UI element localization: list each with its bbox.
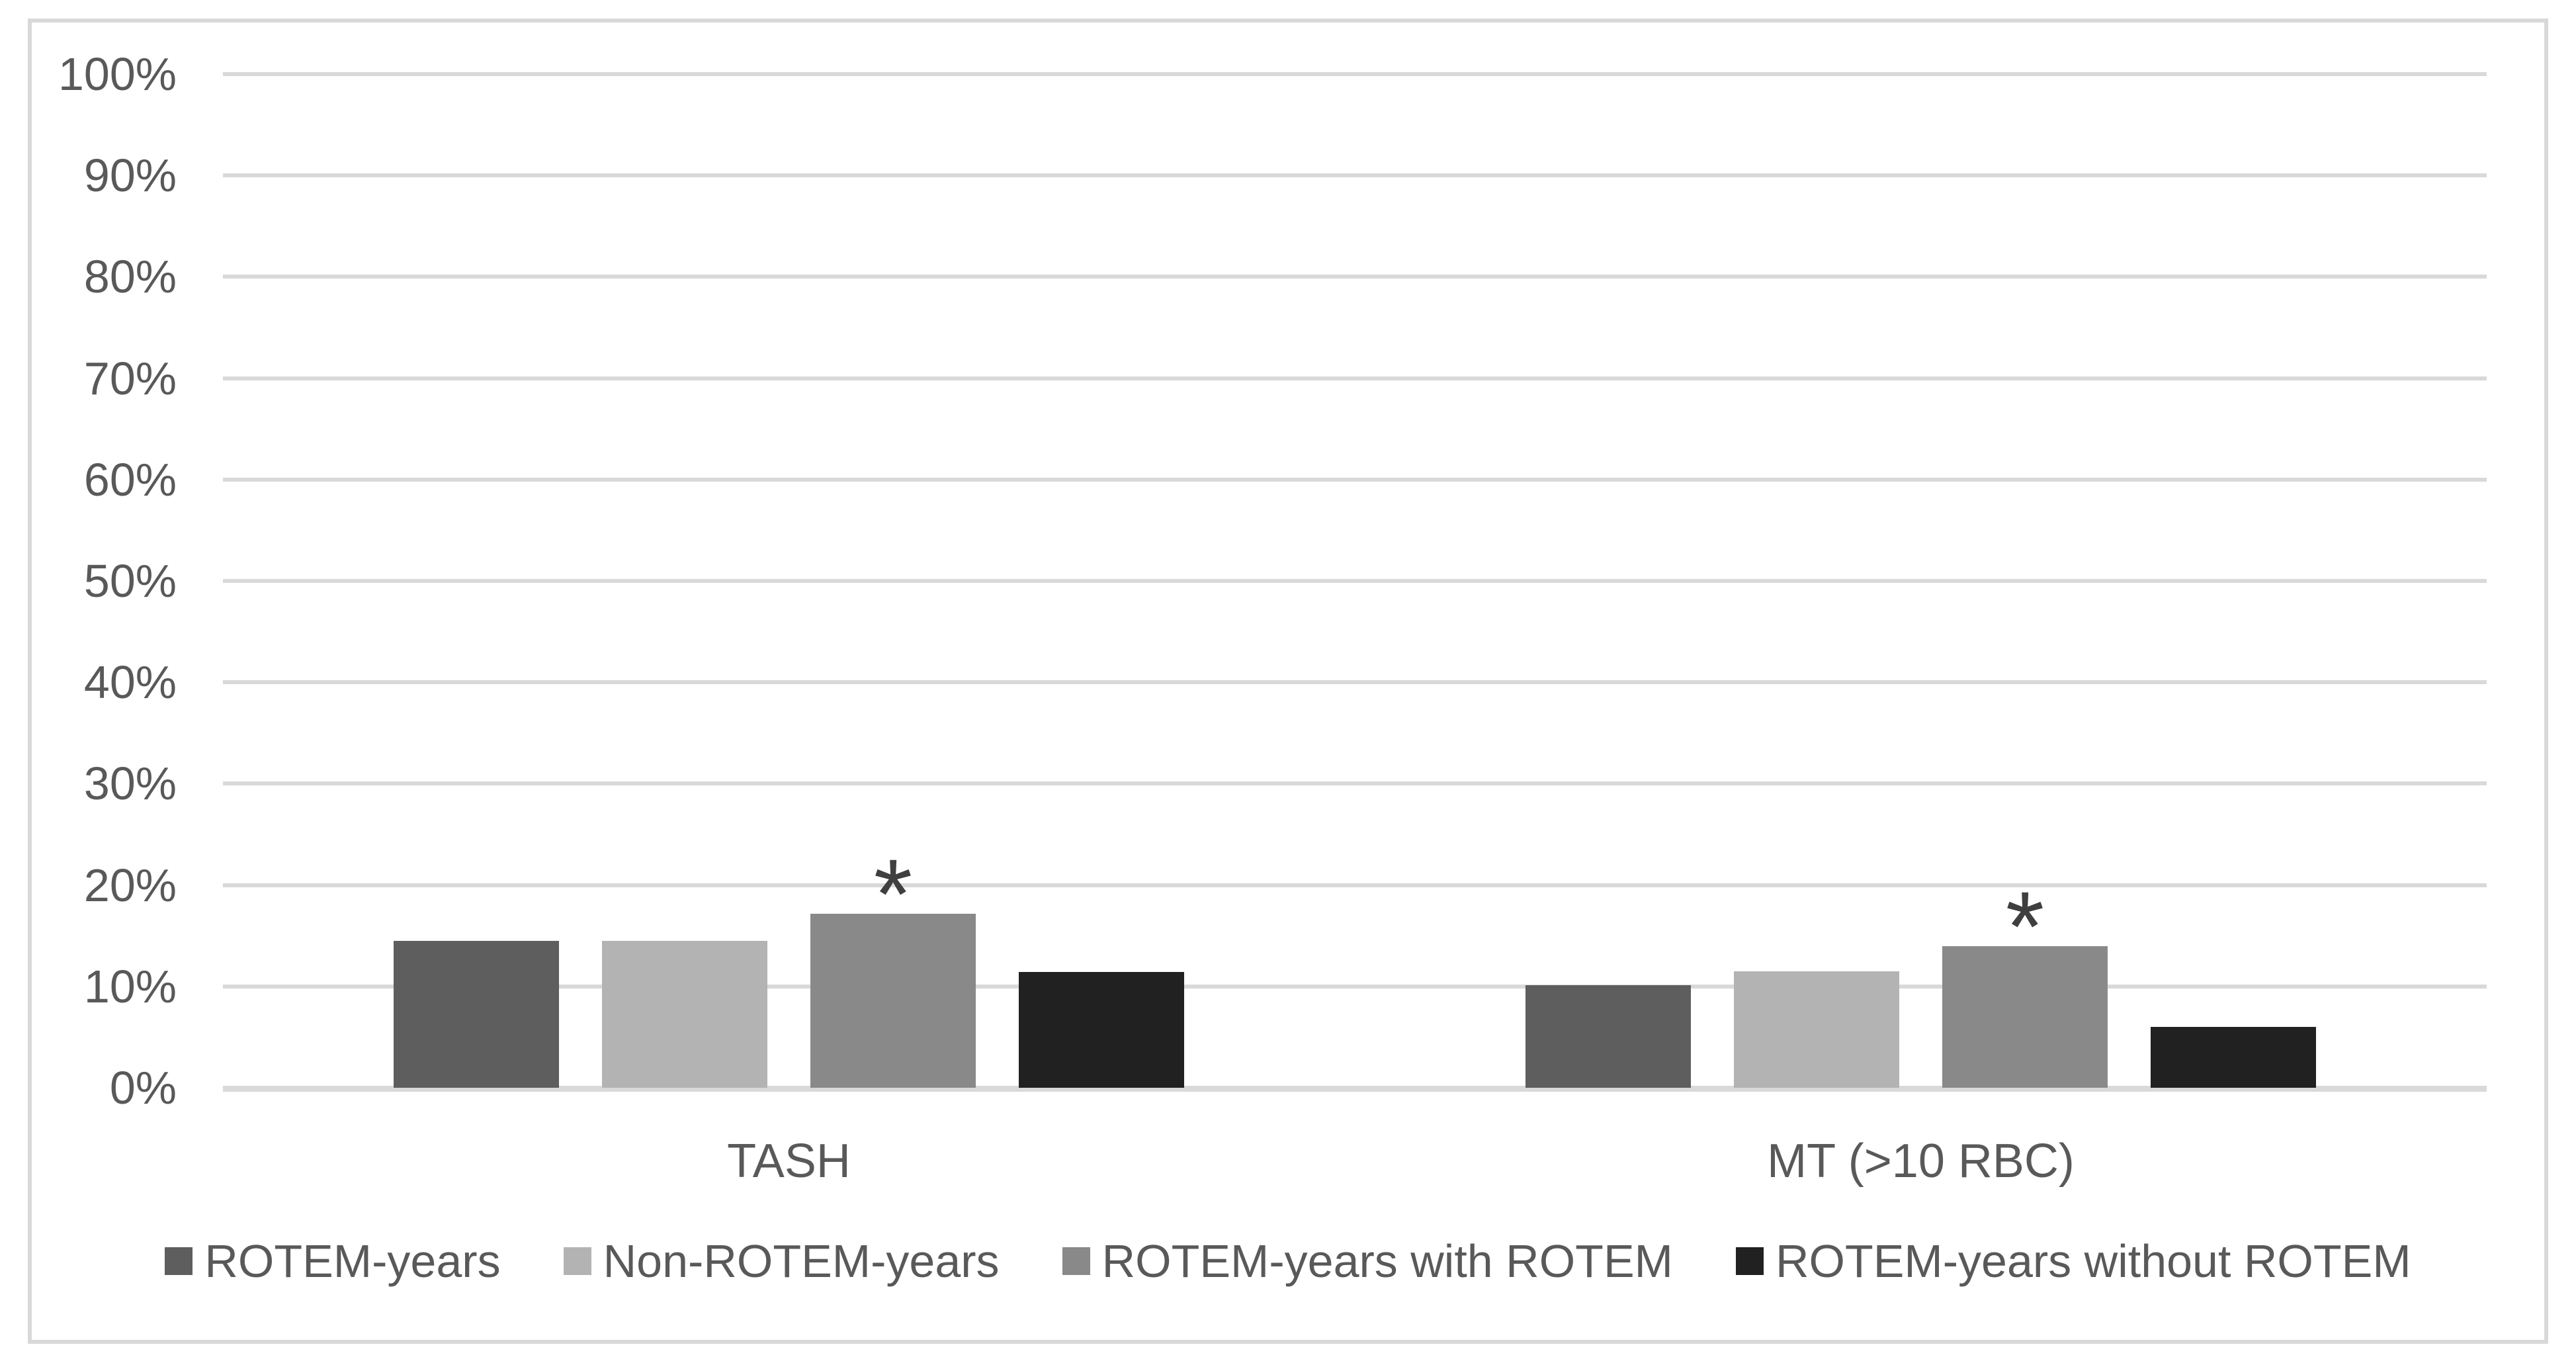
legend-swatch <box>1062 1247 1090 1275</box>
significance-asterisk: * <box>873 838 913 949</box>
legend-swatch <box>1735 1247 1764 1275</box>
gridline-20% <box>223 883 2487 887</box>
bar <box>1734 971 1899 1088</box>
bar <box>2151 1027 2316 1088</box>
y-tick-label: 10% <box>83 960 177 1012</box>
y-tick-label: 70% <box>83 352 177 404</box>
legend: ROTEM-years Non-ROTEM-years ROTEM-years wi… <box>28 1232 2548 1290</box>
y-tick-label: 30% <box>83 758 177 810</box>
bar <box>1019 972 1184 1088</box>
legend-item: ROTEM-years without ROTEM <box>1735 1235 2411 1287</box>
legend-item: ROTEM-years with ROTEM <box>1062 1238 1673 1284</box>
bar <box>602 940 767 1088</box>
chart-border <box>28 19 2548 1344</box>
bar: * <box>1942 877 2108 1088</box>
category-label: MT (>10 RBC) <box>1767 1135 2075 1188</box>
legend-item: Non-ROTEM-years <box>563 1235 1000 1287</box>
bar <box>1525 985 1691 1088</box>
category-label: TASH <box>727 1135 851 1188</box>
gridline-10% <box>223 984 2487 989</box>
bar-groups: * * <box>223 74 2487 1088</box>
gridline-70% <box>223 376 2487 380</box>
gridline-100% <box>223 72 2487 76</box>
y-tick-label: 40% <box>83 656 177 709</box>
bar <box>394 940 559 1088</box>
bar-group-TASH: * <box>223 74 1355 1088</box>
legend-label: Non-ROTEM-years <box>603 1235 1000 1287</box>
gridline-30% <box>223 781 2487 786</box>
x-axis-line <box>223 1088 2487 1092</box>
y-tick-label: 100% <box>58 48 177 100</box>
bar: * <box>810 844 976 1088</box>
y-tick-label: 80% <box>83 251 177 303</box>
bar-group-MT (>10 RBC): * <box>1355 74 2487 1088</box>
legend-swatch <box>563 1247 591 1275</box>
y-tick-label: 60% <box>83 453 177 506</box>
legend-label: ROTEM-years with ROTEM <box>1101 1235 1673 1287</box>
category-axis-labels: TASH MT (>10 RBC) <box>223 1125 2487 1198</box>
significance-asterisk: * <box>2005 870 2045 982</box>
gridline-60% <box>223 477 2487 482</box>
legend-label: ROTEM-years without ROTEM <box>1775 1235 2411 1287</box>
gridline-40% <box>223 680 2487 685</box>
legend-item: ROTEM-years <box>165 1235 501 1287</box>
plot-area: 0% 10% 20% 30% 40% 50% 60% 70% 80% 90% 100% * * <box>58 51 2487 1111</box>
legend-swatch <box>165 1247 193 1275</box>
y-tick-label: 0% <box>109 1062 177 1114</box>
y-tick-label: 50% <box>83 555 177 607</box>
gridline-90% <box>223 173 2487 178</box>
y-tick-label: 20% <box>83 859 177 911</box>
gridline-50% <box>223 579 2487 583</box>
y-tick-label: 90% <box>83 150 177 202</box>
legend-label: ROTEM-years <box>204 1235 501 1287</box>
gridline-80% <box>223 275 2487 279</box>
